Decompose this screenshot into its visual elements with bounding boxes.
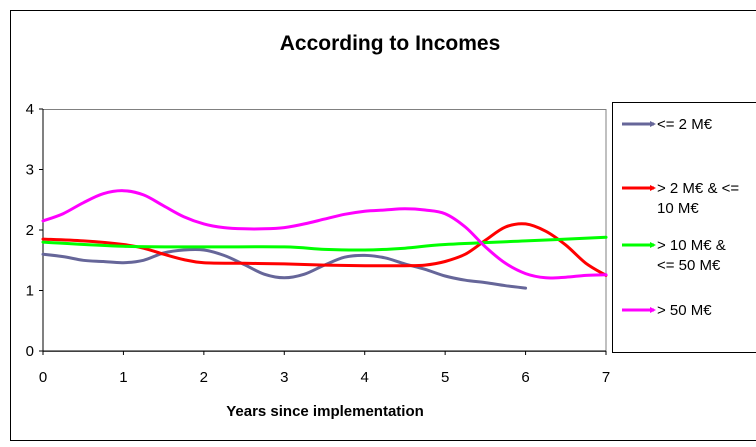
x-tick-label: 2 [200, 369, 208, 386]
x-tick-label: 1 [119, 369, 127, 386]
x-axis-label: Years since implementation [226, 403, 424, 420]
legend-label-1: <= 2 M€ [657, 116, 713, 133]
x-tick-label: 3 [280, 369, 288, 386]
series-line-1 [41, 247, 528, 290]
legend-label-2: 10 M€ [657, 200, 699, 217]
y-tick-label: 4 [26, 101, 34, 118]
y-tick-label: 0 [26, 343, 34, 360]
legend-swatch-arrow [650, 185, 656, 191]
series-line-4 [41, 189, 608, 280]
x-tick-label: 0 [39, 369, 47, 386]
legend-label-2: > 2 M€ & <= [657, 180, 739, 197]
series-layer [41, 189, 608, 290]
x-tick-label: 5 [441, 369, 449, 386]
legend-label-3: <= 50 M€ [657, 257, 721, 274]
series-line-2 [41, 222, 608, 277]
legend-items: <= 2 M€ > 2 M€ & <= 10 M€ > 10 M€ & <= 50 M€… [622, 116, 739, 319]
chart-title: According to Incomes [280, 32, 501, 55]
y-tick-label: 3 [26, 162, 34, 179]
x-tick-label: 6 [521, 369, 529, 386]
x-ticks: 0 1 2 3 4 5 6 7 [39, 351, 610, 386]
legend-swatch-arrow [650, 242, 656, 248]
series-line-3 [41, 235, 608, 252]
x-tick-label: 4 [361, 369, 369, 386]
x-tick-label: 7 [602, 369, 610, 386]
legend-swatch-arrow [650, 121, 656, 127]
legend-label-3: > 10 M€ & [657, 237, 726, 254]
plot-area [42, 109, 607, 352]
y-tick-label: 1 [26, 283, 34, 300]
y-ticks: 0 1 2 3 4 [26, 101, 43, 360]
y-tick-label: 2 [26, 222, 34, 239]
legend-swatch-arrow [650, 307, 656, 313]
legend-label-4: > 50 M€ [657, 302, 712, 319]
